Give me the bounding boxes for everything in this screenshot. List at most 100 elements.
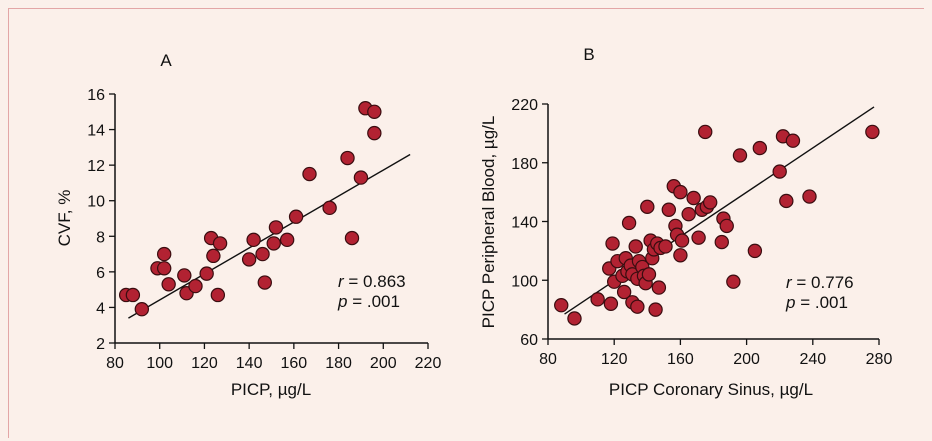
figure-frame bbox=[8, 8, 924, 438]
panel-a-data-point bbox=[257, 275, 272, 290]
panel-b-data-point bbox=[702, 195, 718, 210]
panel-a-data-point bbox=[125, 287, 141, 303]
panel-b-y-tick-label: 180 bbox=[511, 156, 538, 173]
panel-a-data-point bbox=[367, 125, 382, 141]
panel-b-data-point bbox=[616, 284, 632, 300]
panel-b-data-point bbox=[590, 292, 605, 307]
panel-a-x-tick-label: 80 bbox=[106, 355, 124, 372]
panel-a-data-point bbox=[255, 246, 270, 262]
panel-b-data-point bbox=[785, 133, 801, 148]
panel-b-data-point bbox=[567, 311, 582, 326]
panel-b-data-point bbox=[779, 193, 794, 209]
panel-a-data-point bbox=[161, 277, 176, 292]
panel-b-x-tick-label: 240 bbox=[799, 351, 826, 368]
panel-a-x-label: PICP, µg/L bbox=[231, 380, 311, 399]
panel-a-data-point bbox=[188, 278, 203, 294]
panel-b-data-point bbox=[802, 189, 817, 204]
panel-b-data-point bbox=[686, 190, 701, 206]
panel-b-data-point bbox=[865, 124, 880, 140]
panel-b-x-tick-label: 120 bbox=[601, 351, 628, 368]
panel-b-data-point bbox=[732, 148, 748, 163]
panel-b-data-point bbox=[719, 218, 734, 234]
panel-b-r-symbol: r bbox=[786, 273, 793, 292]
panel-a-y-label: CVF, % bbox=[55, 190, 74, 247]
panel-b-r-value: = 0.776 bbox=[796, 273, 853, 292]
panel-b-y-tick-label: 60 bbox=[520, 332, 538, 349]
panel-a-x-tick-label: 160 bbox=[281, 355, 308, 372]
panel-b-data-point bbox=[605, 236, 620, 251]
panel-b-label: B bbox=[583, 45, 594, 64]
panel-a-label: A bbox=[160, 51, 172, 70]
panel-a-r-value: = 0.863 bbox=[348, 272, 405, 291]
panel-b-data-point bbox=[714, 234, 729, 250]
panel-b-data-point bbox=[628, 239, 643, 254]
panel-a: A 80 100 120 140 160 180 200 220 2 4 6 8 10 12 14 16 PI… bbox=[55, 51, 441, 399]
panel-a-data-point bbox=[322, 200, 337, 216]
panel-a-r-stat: r = 0.863 bbox=[338, 272, 406, 291]
panel-b-p-symbol: p bbox=[785, 293, 795, 312]
panel-b-data-point bbox=[651, 280, 667, 295]
panel-b-data-point bbox=[673, 248, 688, 263]
panel-a-x-tick-label: 140 bbox=[236, 355, 263, 372]
panel-a-y-tick-label: 4 bbox=[96, 300, 105, 317]
panel-a-data-point bbox=[177, 268, 192, 283]
panel-a-y-tick-label: 8 bbox=[96, 229, 105, 246]
panel-a-data-point bbox=[302, 166, 317, 182]
panel-b-data-point bbox=[726, 274, 741, 289]
panel-a-p-stat: p = .001 bbox=[337, 292, 400, 311]
panel-a-y-tick-label: 12 bbox=[87, 158, 105, 175]
panel-a-x-tick-label: 220 bbox=[415, 355, 442, 372]
panel-a-data-point bbox=[246, 232, 261, 248]
panel-b-data-point bbox=[603, 296, 619, 311]
panel-b-x-label: PICP Coronary Sinus, µg/L bbox=[609, 380, 813, 399]
panel-b-p-stat: p = .001 bbox=[785, 293, 848, 312]
panel-b-r-stat: r = 0.776 bbox=[786, 273, 854, 292]
panel-b-data-point bbox=[554, 298, 569, 313]
panel-a-data-point bbox=[353, 170, 369, 185]
panel-b-p-value: = .001 bbox=[800, 293, 848, 312]
panel-a-data-point bbox=[212, 236, 228, 251]
panel-a-x-tick-label: 100 bbox=[146, 355, 173, 372]
panel-b-data-point bbox=[648, 302, 663, 317]
panel-a-data-point bbox=[134, 302, 150, 317]
panel-b-y-tick-label: 140 bbox=[511, 215, 538, 232]
panel-b-data-point bbox=[674, 233, 690, 248]
panel-b-data-point bbox=[698, 124, 713, 140]
panel-a-x-tick-label: 120 bbox=[191, 355, 218, 372]
panel-a-y-tick-label: 2 bbox=[96, 336, 105, 353]
panel-b-x-tick-label: 160 bbox=[667, 351, 694, 368]
panel-b-data-point bbox=[641, 267, 657, 282]
panel-b-x-tick-label: 80 bbox=[539, 351, 557, 368]
panel-b-y-tick-label: 220 bbox=[511, 97, 538, 114]
panel-a-data-point bbox=[156, 246, 172, 262]
panel-b-data-point bbox=[772, 164, 787, 179]
panel-b-x-tick-label: 280 bbox=[866, 351, 893, 368]
panel-a-data-point bbox=[206, 248, 221, 264]
panel-a-y-tick-label: 16 bbox=[87, 87, 105, 104]
panel-a-y-tick-label: 10 bbox=[87, 194, 105, 211]
panel-a-data-point bbox=[241, 252, 257, 267]
panel-a-x-tick-label: 200 bbox=[370, 355, 397, 372]
panel-a-y-tick-label: 6 bbox=[96, 265, 105, 282]
panel-a-y-tick-label: 14 bbox=[87, 123, 105, 140]
panel-b-data-point bbox=[747, 243, 763, 259]
panel-b: B 80 120 160 200 240 280 60 100 140 180 220 PICP C… bbox=[479, 45, 892, 399]
panel-b-data-point bbox=[661, 202, 677, 217]
panel-b-x-tick-label: 200 bbox=[733, 351, 760, 368]
panel-b-y-label: PICP Peripheral Blood, µg/L bbox=[479, 116, 498, 329]
panel-a-data-point bbox=[279, 232, 295, 248]
panel-a-data-point bbox=[199, 266, 214, 281]
panel-b-data-point bbox=[752, 140, 768, 156]
panel-b-data-point bbox=[681, 206, 696, 222]
panel-a-data-point bbox=[340, 150, 355, 166]
panel-a-r-symbol: r bbox=[338, 272, 345, 291]
panel-b-data-point bbox=[630, 299, 645, 314]
panel-a-data-point bbox=[344, 230, 360, 246]
panel-a-data-point bbox=[210, 287, 226, 303]
panel-b-y-tick-label: 100 bbox=[511, 273, 538, 290]
panel-a-p-symbol: p bbox=[337, 292, 347, 311]
panel-a-data-point bbox=[266, 236, 281, 251]
panel-b-data-point bbox=[640, 199, 655, 215]
panel-b-data-point bbox=[673, 184, 688, 200]
